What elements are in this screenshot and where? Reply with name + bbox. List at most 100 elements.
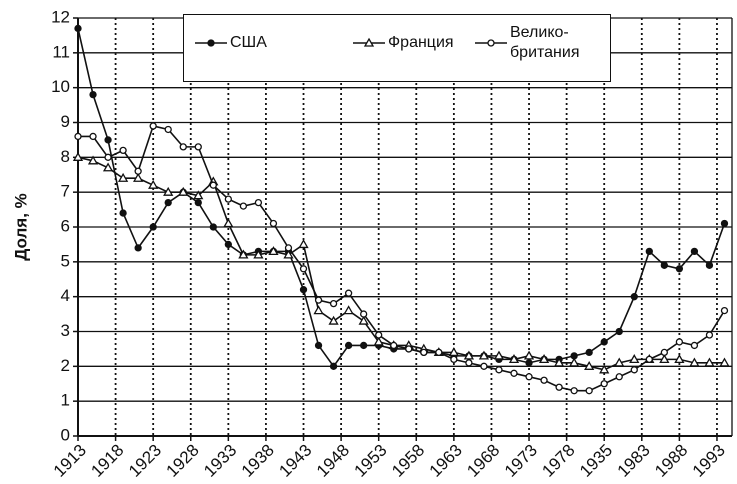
- point: [207, 39, 215, 47]
- point: [313, 305, 324, 315]
- point: [660, 348, 668, 357]
- point: [358, 315, 369, 325]
- point: [478, 350, 490, 360]
- x-tick-label: 1935: [576, 441, 616, 481]
- point: [193, 190, 204, 200]
- x-tick-label: 1938: [238, 441, 278, 481]
- point: [149, 223, 157, 231]
- point: [599, 364, 610, 374]
- point: [674, 354, 685, 364]
- point: [493, 350, 505, 360]
- point: [363, 37, 375, 47]
- point: [209, 223, 217, 231]
- point: [223, 218, 234, 228]
- point: [269, 219, 278, 228]
- point: [487, 39, 495, 47]
- y-tick-label: 12: [51, 7, 70, 26]
- point: [495, 366, 503, 374]
- point: [553, 357, 565, 367]
- legend-swatch: [353, 37, 385, 47]
- point: [465, 359, 473, 367]
- point: [74, 24, 82, 33]
- point: [360, 341, 368, 350]
- point: [134, 244, 142, 252]
- point: [344, 341, 353, 350]
- point: [74, 132, 82, 141]
- y-tick-label: 0: [61, 425, 70, 444]
- point: [480, 362, 488, 370]
- x-tick-label: 1953: [351, 441, 391, 481]
- legend-item: США: [194, 33, 267, 53]
- point: [584, 361, 595, 370]
- point: [133, 172, 144, 182]
- point: [570, 387, 578, 395]
- y-tick-label: 10: [51, 77, 70, 96]
- x-tick-label: 1913: [50, 441, 90, 481]
- point: [299, 265, 308, 273]
- y-tick-label: 8: [61, 147, 70, 166]
- point: [254, 198, 263, 207]
- y-tick-label: 7: [61, 182, 70, 201]
- point: [510, 369, 518, 377]
- point: [329, 299, 338, 308]
- point: [239, 202, 248, 210]
- point: [148, 179, 159, 189]
- point: [149, 122, 157, 130]
- point: [450, 355, 458, 364]
- point: [600, 380, 608, 388]
- point: [164, 125, 172, 134]
- point: [675, 265, 684, 273]
- point: [298, 239, 309, 249]
- point: [253, 249, 264, 259]
- point: [645, 355, 653, 364]
- point: [209, 181, 217, 189]
- point: [268, 246, 279, 256]
- point: [119, 209, 127, 217]
- point: [508, 354, 520, 364]
- point: [104, 136, 112, 144]
- point: [629, 354, 640, 364]
- point: [194, 143, 202, 151]
- y-tick-label: 1: [61, 391, 70, 410]
- point: [435, 348, 443, 357]
- point: [373, 336, 384, 346]
- point: [705, 331, 714, 339]
- point: [89, 90, 97, 99]
- point: [224, 240, 232, 249]
- point: [585, 348, 593, 357]
- point: [360, 310, 368, 318]
- point: [299, 286, 308, 294]
- point: [104, 153, 112, 161]
- y-tick-label: 9: [61, 112, 70, 131]
- point: [615, 327, 623, 336]
- x-tick-label: 1933: [200, 441, 240, 481]
- point: [163, 186, 174, 196]
- x-tick-label: 1918: [87, 441, 127, 481]
- x-tick-label: 1943: [275, 441, 315, 481]
- point: [630, 293, 638, 301]
- y-tick-label: 3: [61, 321, 70, 340]
- x-tick-label: 1948: [313, 441, 353, 481]
- x-tick-label: 1963: [426, 441, 466, 481]
- y-tick-label: 11: [52, 42, 70, 61]
- point: [329, 362, 338, 370]
- point: [179, 143, 187, 151]
- point: [87, 155, 99, 165]
- legend-item: Франция: [352, 33, 454, 53]
- x-tick-label: 1968: [463, 441, 503, 481]
- point: [569, 357, 580, 367]
- point: [89, 132, 97, 141]
- point: [102, 162, 114, 172]
- point: [343, 305, 354, 315]
- point: [117, 172, 129, 182]
- point: [463, 350, 475, 360]
- point: [585, 387, 593, 395]
- point: [283, 249, 294, 259]
- point: [719, 357, 730, 367]
- x-tick-label: 1973: [501, 441, 541, 481]
- point: [328, 315, 339, 325]
- x-tick-label: 1978: [538, 441, 578, 481]
- point: [690, 341, 699, 350]
- point: [720, 219, 729, 228]
- x-tick-label: 1988: [651, 441, 691, 481]
